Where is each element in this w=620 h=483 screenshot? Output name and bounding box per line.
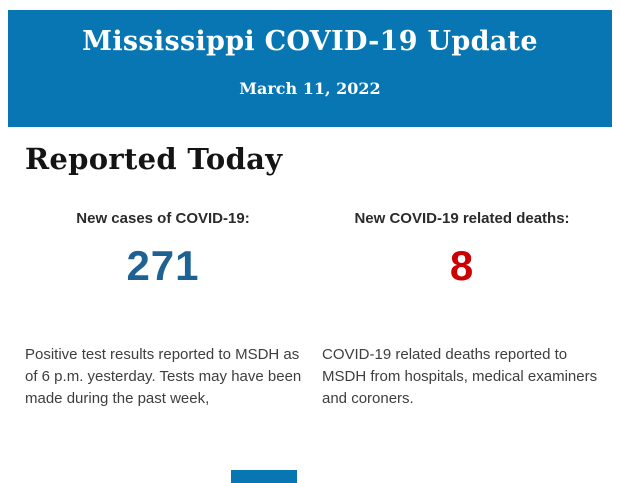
new-cases-value: 271 — [126, 242, 200, 289]
descriptions-row: Positive test results reported to MSDH a… — [25, 344, 600, 410]
report-date: March 11, 2022 — [239, 79, 381, 99]
new-cases-description: Positive test results reported to MSDH a… — [25, 346, 302, 407]
section-title: Reported Today — [25, 142, 283, 176]
new-cases-label: New cases of COVID-19: — [76, 210, 250, 227]
new-deaths-value: 8 — [449, 242, 475, 289]
stat-new-cases: New cases of COVID-19: 271 — [25, 210, 301, 287]
header-banner: Mississippi COVID-19 Update March 11, 20… — [8, 10, 612, 127]
new-deaths-label: New COVID-19 related deaths: — [354, 210, 570, 227]
stat-new-deaths: New COVID-19 related deaths: 8 — [324, 210, 600, 287]
page-title: Mississippi COVID-19 Update — [82, 26, 538, 57]
stats-row: New cases of COVID-19: 271 New COVID-19 … — [25, 210, 600, 287]
new-deaths-description: COVID-19 related deaths reported to MSDH… — [322, 346, 598, 407]
footer-bar-partial — [231, 470, 297, 483]
